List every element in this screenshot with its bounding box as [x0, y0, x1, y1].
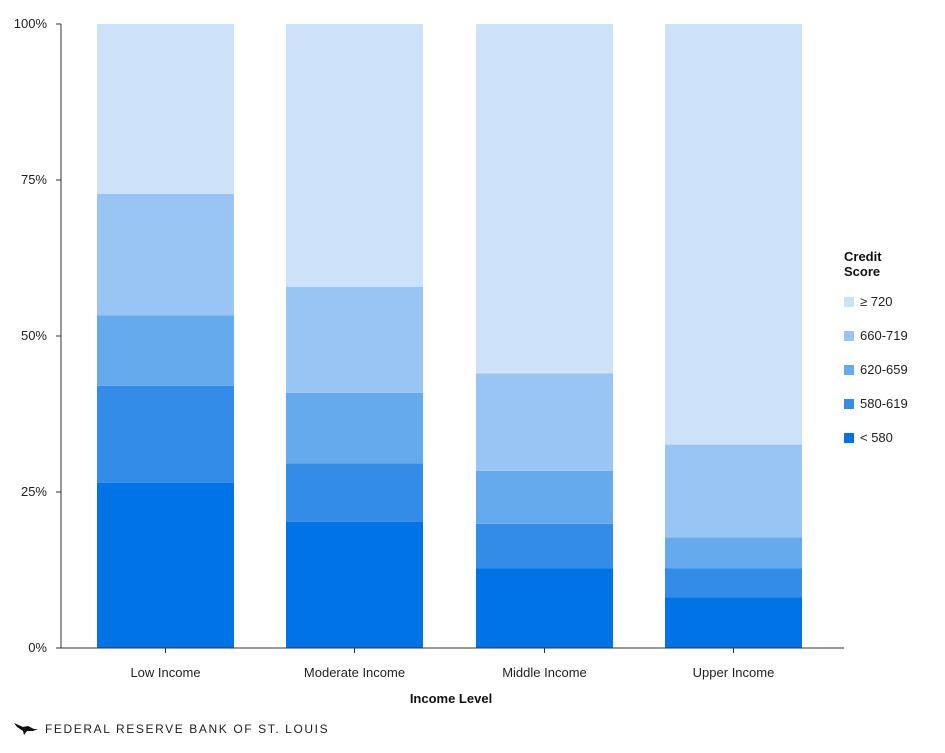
- legend-label: 620-659: [860, 362, 908, 377]
- legend-swatch: [844, 399, 854, 409]
- x-axis-title: Income Level: [410, 691, 492, 706]
- x-tick-label: Low Income: [130, 665, 200, 680]
- bar-segment: [97, 193, 234, 316]
- bar-segment: [97, 385, 234, 483]
- bar-segment: [286, 521, 423, 648]
- bar-segment: [665, 568, 802, 598]
- bar-segment: [665, 444, 802, 538]
- bar-segment: [286, 463, 423, 522]
- bar-segment: [286, 24, 423, 287]
- y-tick-label: 0%: [28, 640, 47, 655]
- y-tick-label: 75%: [21, 172, 47, 187]
- y-tick-label: 25%: [21, 484, 47, 499]
- bar-segment: [476, 568, 613, 648]
- y-tick-label: 50%: [21, 328, 47, 343]
- bar-segment: [286, 392, 423, 464]
- x-tick-label: Upper Income: [693, 665, 775, 680]
- legend-label: 660-719: [860, 328, 908, 343]
- y-tick-label: 100%: [14, 16, 48, 31]
- bar-segment: [665, 537, 802, 569]
- x-axis: Low Income Moderate Income Middle Income Up…: [61, 647, 844, 680]
- legend-label: ≥ 720: [860, 294, 893, 309]
- eagle-icon: [14, 723, 38, 735]
- bar-segment: [476, 373, 613, 471]
- bar-segment: [97, 482, 234, 648]
- bars-group: [97, 24, 802, 648]
- bar-segment: [665, 597, 802, 648]
- legend-swatch: [844, 297, 854, 307]
- bar-segment: [665, 24, 802, 445]
- legend-label: < 580: [860, 430, 893, 445]
- legend-label: 580-619: [860, 396, 908, 411]
- bar-segment: [476, 470, 613, 524]
- legend-swatch: [844, 365, 854, 375]
- bar-segment: [286, 286, 423, 393]
- legend-swatch: [844, 331, 854, 341]
- bar-segment: [97, 315, 234, 386]
- x-tick-label: Middle Income: [502, 665, 587, 680]
- bar-segment: [476, 523, 613, 569]
- footer-text: FEDERAL RESERVE BANK OF ST. LOUIS: [45, 722, 330, 736]
- bar-segment: [97, 24, 234, 194]
- legend-swatch: [844, 433, 854, 443]
- bar-segment: [476, 24, 613, 374]
- legend-title: Credit Score: [844, 249, 882, 279]
- y-axis: 0% 25% 50% 75% 100%: [14, 16, 62, 655]
- x-tick-label: Moderate Income: [304, 665, 405, 680]
